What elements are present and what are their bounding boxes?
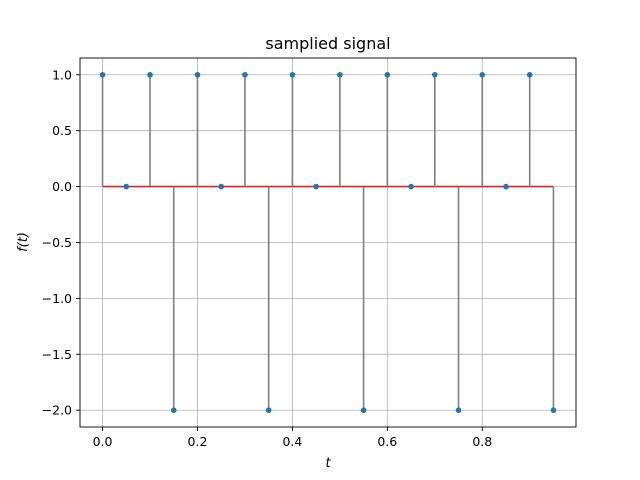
y-axis-label: f(t) xyxy=(16,232,31,252)
y-tick-label: −2.0 xyxy=(42,403,72,418)
y-tick-label: −1.5 xyxy=(42,347,72,362)
chart-title: samplied signal xyxy=(265,34,390,53)
data-point-marker xyxy=(123,183,130,190)
data-point-marker xyxy=(503,183,509,190)
markers xyxy=(99,71,557,414)
data-point-marker xyxy=(313,183,319,190)
x-tick-label: 0.2 xyxy=(188,434,208,449)
data-point-marker xyxy=(550,407,557,414)
x-tick-label: 0.0 xyxy=(93,434,113,449)
data-point-marker xyxy=(289,71,296,78)
data-point-marker xyxy=(99,71,106,78)
y-tick-label: −0.5 xyxy=(42,235,72,250)
x-tick-label: 0.4 xyxy=(282,434,302,449)
data-point-marker xyxy=(147,71,153,78)
data-point-marker xyxy=(360,407,367,414)
data-point-marker xyxy=(455,407,462,414)
y-tick-label: 0.0 xyxy=(52,179,72,194)
y-tick-label: 1.0 xyxy=(52,67,72,82)
data-point-marker xyxy=(479,71,486,78)
data-point-marker xyxy=(218,183,225,190)
data-point-marker xyxy=(408,183,414,190)
data-point-marker xyxy=(384,71,391,78)
y-tick-label: 0.5 xyxy=(52,123,72,138)
x-tick-label: 0.6 xyxy=(377,434,397,449)
data-point-marker xyxy=(431,71,438,78)
x-tick-label: 0.8 xyxy=(472,434,492,449)
data-point-marker xyxy=(526,71,533,78)
data-point-marker xyxy=(337,71,343,78)
x-axis-label: t xyxy=(325,456,331,471)
stems xyxy=(101,74,555,411)
data-point-marker xyxy=(170,407,177,414)
data-point-marker xyxy=(242,71,248,78)
y-axis-ticks: 1.0 0.5 0.0 −0.5 −1.0 −1.5 −2.0 xyxy=(42,67,80,418)
data-point-marker xyxy=(265,407,272,414)
data-point-marker xyxy=(194,71,201,78)
x-axis-ticks: 0.0 0.2 0.4 0.6 0.8 xyxy=(93,427,492,449)
y-tick-label: −1.0 xyxy=(42,291,72,306)
